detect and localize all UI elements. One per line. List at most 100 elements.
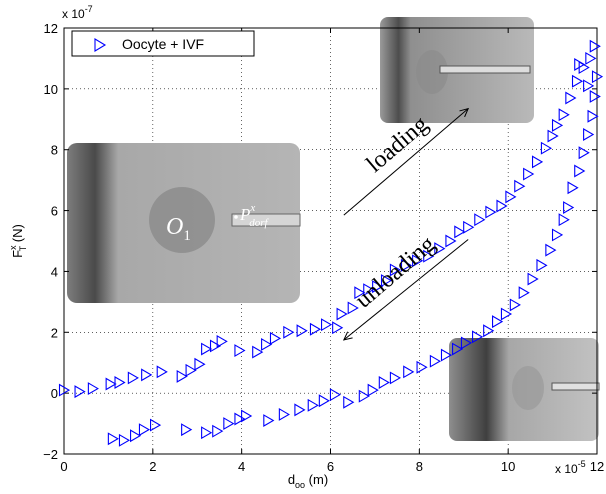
data-point — [440, 348, 453, 362]
data-point — [372, 280, 384, 294]
y-tick-label: 8 — [51, 143, 58, 158]
data-point — [252, 345, 264, 359]
data-point — [74, 385, 86, 399]
data-point — [141, 368, 153, 382]
data-point — [452, 342, 464, 356]
data-point — [578, 146, 590, 160]
data-markers — [58, 39, 604, 447]
loading-arrow-head — [459, 107, 470, 118]
data-point — [463, 220, 475, 234]
data-point — [87, 382, 99, 396]
x-tick-label: 12 — [590, 459, 604, 474]
data-point — [309, 322, 322, 336]
data-point — [176, 369, 188, 383]
y-tick-label: 6 — [51, 204, 58, 219]
data-point — [363, 283, 375, 297]
data-point — [138, 423, 151, 437]
data-point — [283, 325, 295, 339]
data-point — [474, 213, 486, 227]
data-point — [201, 342, 213, 356]
inset-photo-bottom — [449, 338, 600, 441]
data-point — [156, 365, 168, 379]
data-point — [367, 383, 379, 397]
data-point — [518, 286, 530, 300]
data-point — [118, 433, 131, 447]
data-point — [589, 39, 601, 53]
data-point — [591, 70, 604, 84]
inset-label-p: Px dorf — [239, 202, 270, 229]
data-point — [531, 155, 544, 169]
loading-arrow — [343, 108, 469, 216]
data-point — [423, 249, 435, 263]
legend-marker-icon — [94, 38, 107, 52]
data-point — [454, 225, 466, 239]
data-point — [571, 74, 584, 88]
data-point — [234, 344, 246, 357]
y-tick-label: 0 — [51, 386, 58, 401]
y-tick-label: 4 — [51, 264, 58, 279]
data-point — [58, 383, 71, 397]
data-point — [212, 424, 224, 438]
data-point — [216, 334, 228, 348]
data-point — [412, 254, 424, 268]
data-point — [389, 371, 402, 385]
inset-photo-top — [380, 17, 534, 123]
inset-photo-main: O1 Px dorf — [67, 143, 301, 303]
data-point — [321, 318, 333, 332]
x-tick-label: 10 — [501, 459, 515, 474]
data-point — [460, 336, 473, 350]
data-point — [565, 91, 577, 105]
data-point — [500, 307, 513, 321]
data-point — [574, 58, 586, 71]
data-point — [332, 321, 344, 335]
x-tick-label: 6 — [327, 459, 334, 474]
data-point — [347, 301, 359, 315]
y-tick-label: 12 — [44, 21, 58, 36]
micropipette — [231, 213, 301, 227]
data-point — [551, 228, 564, 242]
unloading-arrow-head — [342, 331, 353, 341]
data-point — [509, 298, 521, 312]
data-point — [551, 118, 564, 132]
data-point — [514, 179, 526, 193]
data-point — [181, 423, 193, 437]
data-point — [130, 429, 142, 443]
data-point — [485, 205, 497, 219]
x-tick-label: 0 — [60, 459, 67, 474]
legend-label: Oocyte + IVF — [122, 36, 204, 52]
data-point — [434, 242, 446, 256]
data-point — [400, 258, 413, 272]
data-point — [567, 181, 579, 195]
data-point — [329, 388, 342, 402]
data-point — [496, 199, 508, 213]
data-point — [505, 190, 517, 204]
data-point — [114, 376, 126, 389]
y-tick-label: −2 — [43, 447, 58, 462]
data-point — [378, 376, 390, 389]
data-point — [416, 360, 428, 374]
data-point — [278, 407, 290, 421]
data-point — [527, 272, 539, 286]
contact-point-dot — [234, 215, 238, 219]
data-point — [185, 363, 197, 377]
data-point — [574, 164, 586, 178]
x-exponent: x 10-5 — [555, 459, 586, 476]
data-point — [336, 307, 348, 321]
data-point — [563, 201, 575, 214]
data-point — [523, 167, 535, 181]
data-point — [318, 394, 330, 408]
x-tick-label: 4 — [238, 459, 245, 474]
data-point — [201, 426, 213, 440]
data-point — [558, 108, 570, 122]
data-point — [307, 398, 319, 412]
data-point — [540, 141, 553, 155]
data-point — [583, 128, 595, 141]
data-point — [429, 354, 441, 368]
data-point — [354, 286, 366, 300]
data-point — [558, 213, 570, 227]
data-point — [547, 129, 559, 143]
data-point — [343, 395, 355, 409]
data-point — [127, 371, 139, 385]
